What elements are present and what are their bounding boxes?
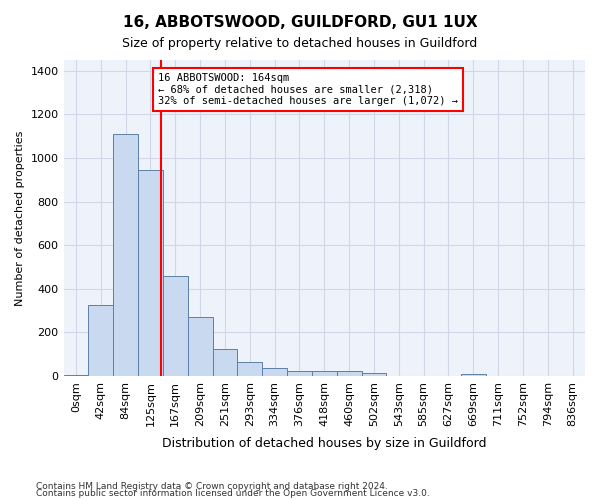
Bar xyxy=(287,371,312,376)
Bar xyxy=(64,375,88,376)
Bar xyxy=(188,317,212,376)
Text: Contains HM Land Registry data © Crown copyright and database right 2024.: Contains HM Land Registry data © Crown c… xyxy=(36,482,388,491)
Bar xyxy=(262,368,287,376)
Bar xyxy=(113,134,138,376)
Text: 16 ABBOTSWOOD: 164sqm
← 68% of detached houses are smaller (2,318)
32% of semi-d: 16 ABBOTSWOOD: 164sqm ← 68% of detached … xyxy=(158,73,458,106)
X-axis label: Distribution of detached houses by size in Guildford: Distribution of detached houses by size … xyxy=(162,437,487,450)
Text: Size of property relative to detached houses in Guildford: Size of property relative to detached ho… xyxy=(122,38,478,51)
Bar xyxy=(312,371,337,376)
Bar xyxy=(238,362,262,376)
Bar xyxy=(337,371,362,376)
Bar xyxy=(212,348,238,376)
Bar xyxy=(461,374,485,376)
Text: Contains public sector information licensed under the Open Government Licence v3: Contains public sector information licen… xyxy=(36,490,430,498)
Bar xyxy=(88,305,113,376)
Bar xyxy=(163,276,188,376)
Bar xyxy=(362,374,386,376)
Text: 16, ABBOTSWOOD, GUILDFORD, GU1 1UX: 16, ABBOTSWOOD, GUILDFORD, GU1 1UX xyxy=(122,15,478,30)
Bar xyxy=(138,170,163,376)
Y-axis label: Number of detached properties: Number of detached properties xyxy=(15,130,25,306)
